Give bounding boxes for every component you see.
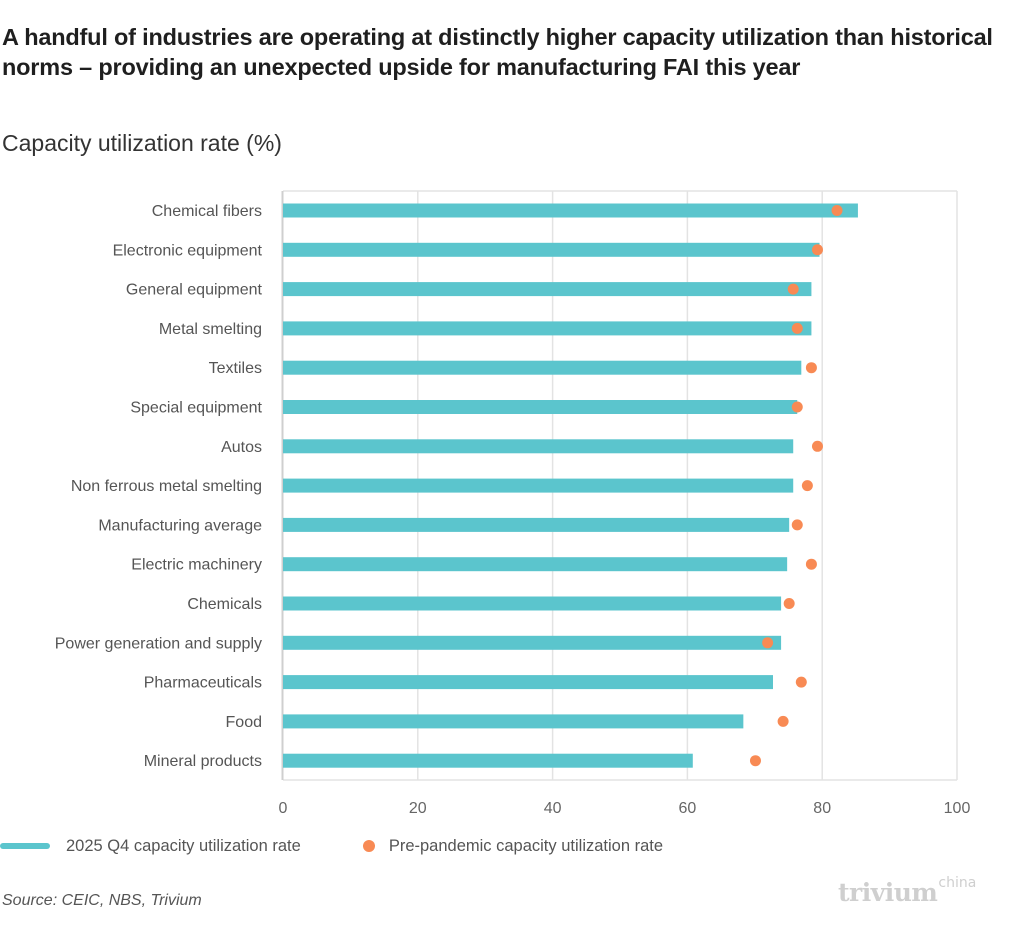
bar-chart: Chemical fibers Electronic equipment Gener… <box>55 190 971 817</box>
bar-layer <box>283 203 858 768</box>
category-label-13: Food <box>226 714 262 731</box>
bar-3 <box>283 321 812 336</box>
bar-0 <box>283 203 858 218</box>
chart-subtitle: Capacity utilization rate (%) <box>2 130 282 156</box>
dot-13 <box>777 715 789 727</box>
legend: 2025 Q4 capacity utilization rate Pre-pa… <box>0 834 725 858</box>
legend-item-2025-q4: 2025 Q4 capacity utilization rate <box>0 837 301 856</box>
category-label-8: Manufacturing average <box>98 517 262 534</box>
bar-2 <box>283 282 812 297</box>
logo-main-text: trivium <box>838 878 938 907</box>
legend-item-pre-pandemic: Pre-pandemic capacity utilization rate <box>362 836 664 856</box>
x-tick-label-100: 100 <box>944 800 971 817</box>
dot-layer <box>749 205 843 767</box>
bar-12 <box>283 675 773 690</box>
source-note: Source: CEIC, NBS, Trivium <box>2 892 202 909</box>
x-tick-label-80: 80 <box>813 800 831 817</box>
category-label-11: Power generation and supply <box>55 635 262 652</box>
dot-7 <box>801 480 813 492</box>
category-label-10: Chemicals <box>187 596 262 613</box>
bar-1 <box>283 242 820 257</box>
dot-11 <box>762 637 774 649</box>
category-label-1: Electronic equipment <box>113 242 263 259</box>
legend-label-2025-q4: 2025 Q4 capacity utilization rate <box>66 836 301 855</box>
bar-4 <box>283 360 802 375</box>
dot-10 <box>783 598 795 609</box>
x-axis-ticks: 0 20 40 60 80 100 <box>279 800 971 817</box>
bar-13 <box>283 714 744 729</box>
dot-5 <box>791 401 803 413</box>
category-label-7: Non ferrous metal smelting <box>71 478 262 495</box>
category-label-12: Pharmaceuticals <box>144 675 262 692</box>
dot-14 <box>749 755 761 767</box>
dot-3 <box>791 322 803 334</box>
category-label-5: Special equipment <box>130 400 262 417</box>
x-tick-label-20: 20 <box>409 800 427 817</box>
dot-4 <box>805 362 817 374</box>
category-labels: Chemical fibers Electronic equipment Gener… <box>55 203 263 770</box>
category-label-0: Chemical fibers <box>152 203 262 220</box>
legend-label-pre-pandemic: Pre-pandemic capacity utilization rate <box>388 836 664 855</box>
category-label-2: General equipment <box>126 282 263 299</box>
dot-8 <box>791 519 803 531</box>
bar-11 <box>283 635 782 650</box>
dot-9 <box>805 558 817 570</box>
dot-0 <box>831 205 843 216</box>
chart-title: A handful of industries are operating at… <box>2 24 993 80</box>
x-tick-label-0: 0 <box>279 800 288 817</box>
bar-9 <box>283 557 788 572</box>
x-tick-label-40: 40 <box>544 800 562 817</box>
dot-2 <box>787 283 799 295</box>
dot-1 <box>811 244 823 256</box>
logo-superscript: china <box>938 875 977 891</box>
bar-10 <box>283 596 782 611</box>
bar-14 <box>283 753 693 768</box>
legend-dot-swatch <box>362 840 375 852</box>
category-label-9: Electric machinery <box>131 557 262 574</box>
category-label-6: Autos <box>221 439 262 456</box>
bar-7 <box>283 478 794 493</box>
dot-12 <box>795 676 807 688</box>
category-label-14: Mineral products <box>144 753 262 770</box>
x-tick-label-60: 60 <box>679 800 697 817</box>
legend-bar-swatch <box>0 843 50 849</box>
bar-5 <box>283 400 798 414</box>
category-label-3: Metal smelting <box>159 321 262 338</box>
dot-6 <box>811 440 823 452</box>
category-label-4: Textiles <box>209 360 262 377</box>
bar-8 <box>283 517 790 532</box>
bar-6 <box>283 439 794 454</box>
trivium-china-logo: triviumchina <box>838 875 977 907</box>
